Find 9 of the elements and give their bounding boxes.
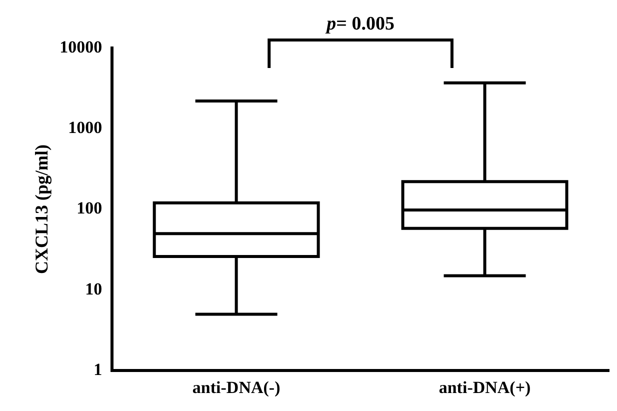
y-tick-label: 100 (76, 198, 102, 218)
y-axis-title: CXCL13 (pg/ml) (31, 144, 52, 274)
x-tick-label: anti-DNA(-) (192, 378, 280, 398)
y-tick-label: 10 (85, 279, 102, 298)
y-tick-label: 1 (94, 360, 102, 379)
y-tick-label: 1000 (68, 118, 102, 138)
y-tick-label: 10000 (60, 37, 102, 56)
text: p= 0.005 (324, 13, 394, 34)
x-tick-label: anti-DNA(+) (438, 378, 531, 398)
